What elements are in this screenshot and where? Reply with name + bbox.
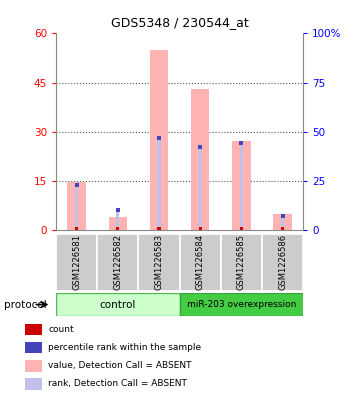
Bar: [157, 138, 161, 230]
Bar: [191, 89, 209, 230]
Bar: [281, 227, 284, 230]
Bar: [25, 342, 42, 353]
Text: control: control: [100, 299, 136, 310]
Bar: [25, 360, 42, 371]
Bar: [180, 234, 221, 291]
Bar: [97, 234, 138, 291]
Bar: [199, 147, 202, 230]
Bar: [75, 227, 78, 230]
Bar: [25, 323, 42, 335]
Text: count: count: [48, 325, 74, 334]
Bar: [180, 293, 303, 316]
Bar: [25, 378, 42, 390]
Title: GDS5348 / 230544_at: GDS5348 / 230544_at: [111, 17, 248, 29]
Bar: [116, 210, 119, 230]
Text: GSM1226585: GSM1226585: [237, 234, 246, 290]
Text: GSM1226584: GSM1226584: [196, 234, 205, 290]
Text: GSM1226586: GSM1226586: [278, 234, 287, 290]
Text: GSM1226583: GSM1226583: [155, 234, 164, 290]
Text: miR-203 overexpression: miR-203 overexpression: [187, 300, 296, 309]
Text: GSM1226581: GSM1226581: [72, 234, 81, 290]
Bar: [221, 234, 262, 291]
Bar: [157, 227, 161, 230]
Bar: [109, 217, 127, 230]
Bar: [138, 234, 180, 291]
Bar: [262, 234, 303, 291]
Bar: [281, 216, 284, 230]
Bar: [150, 50, 168, 230]
Bar: [56, 293, 180, 316]
Bar: [199, 227, 202, 230]
Bar: [75, 185, 78, 230]
Text: protocol: protocol: [4, 299, 46, 310]
Bar: [240, 143, 243, 230]
Text: rank, Detection Call = ABSENT: rank, Detection Call = ABSENT: [48, 379, 187, 388]
Text: percentile rank within the sample: percentile rank within the sample: [48, 343, 201, 352]
Bar: [67, 182, 86, 230]
Text: GSM1226582: GSM1226582: [113, 234, 122, 290]
Text: value, Detection Call = ABSENT: value, Detection Call = ABSENT: [48, 361, 192, 370]
Bar: [56, 234, 97, 291]
Bar: [232, 141, 251, 230]
Bar: [273, 213, 292, 230]
Bar: [240, 227, 243, 230]
Bar: [116, 227, 119, 230]
